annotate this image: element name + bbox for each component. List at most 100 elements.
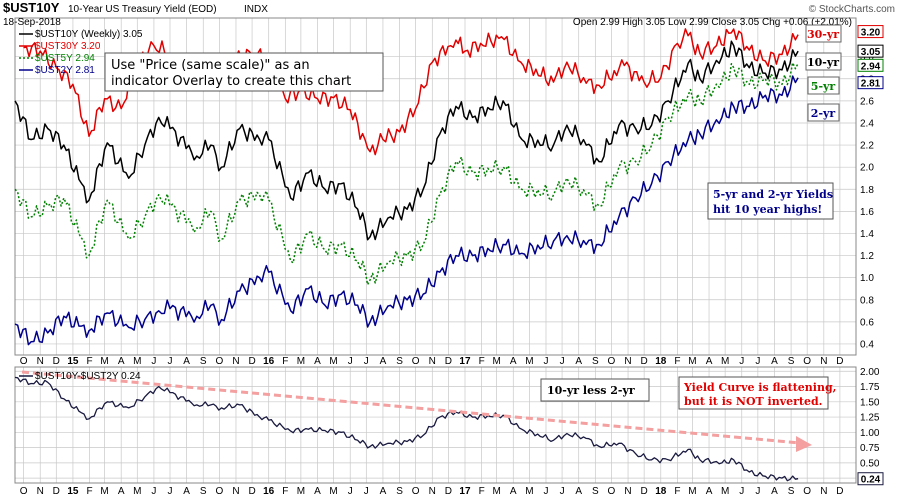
main-x-tick-label: D bbox=[445, 356, 452, 367]
series-tag-10y: 10-yr bbox=[805, 52, 842, 71]
main-x-tick-label: D bbox=[641, 356, 648, 367]
main-y-axis: 0.40.60.81.01.21.41.61.82.02.22.42.62.83… bbox=[860, 52, 874, 350]
spread-y-tick-label: 0.75 bbox=[860, 443, 880, 454]
spread-x-tick-label: A bbox=[314, 486, 321, 497]
spread-x-tick-label: O bbox=[412, 486, 420, 497]
spread-x-tick-label: D bbox=[445, 486, 452, 497]
spread-x-tick-label: M bbox=[100, 486, 108, 497]
ticker-symbol: $UST10Y bbox=[3, 0, 60, 15]
spread-y-tick-label: 1.75 bbox=[860, 382, 880, 393]
main-x-tick-label: J bbox=[168, 356, 173, 367]
legend-10y: $UST10Y (Weekly) 3.05 bbox=[35, 29, 143, 40]
spread-x-tick-label: M bbox=[721, 486, 729, 497]
spread-x-tick-label: D bbox=[53, 486, 60, 497]
main-x-tick-label: J bbox=[348, 356, 353, 367]
spread-x-tick-label: S bbox=[788, 486, 795, 497]
highs-note-line1: 5-yr and 2-yr Yields bbox=[713, 188, 833, 201]
flattening-note: Yield Curve is flattening, but it is NOT… bbox=[678, 376, 837, 410]
last-value-y2: 2.81 bbox=[861, 79, 881, 90]
main-x-tick-label: N bbox=[429, 356, 436, 367]
main-x-tick-label: S bbox=[592, 356, 599, 367]
main-x-tick-label: A bbox=[510, 356, 517, 367]
flattening-note-line1: Yield Curve is flattening, bbox=[683, 381, 837, 394]
spread-x-tick-label: J bbox=[739, 486, 744, 497]
main-x-tick-label: O bbox=[20, 356, 28, 367]
main-y-tick-label: 0.6 bbox=[860, 317, 874, 328]
spread-x-tick-label: M bbox=[297, 486, 305, 497]
spread-x-tick-label: M bbox=[133, 486, 141, 497]
last-value-spread: 0.24 bbox=[861, 475, 881, 486]
spread-x-tick-label: A bbox=[510, 486, 517, 497]
main-x-tick-label: O bbox=[215, 356, 223, 367]
main-x-tick-label: N bbox=[820, 356, 827, 367]
main-y-tick-label: 0.8 bbox=[860, 295, 874, 306]
main-x-tick-label: S bbox=[200, 356, 207, 367]
spread-x-tick-label: D bbox=[248, 486, 255, 497]
spread-y-axis: 0.250.500.751.001.251.501.752.00 bbox=[860, 367, 880, 485]
spread-x-tick-label: 15 bbox=[67, 486, 79, 497]
spread-x-tick-label: J bbox=[543, 486, 548, 497]
legend-spread: $UST10Y-$UST2Y 0.24 bbox=[35, 371, 141, 382]
spread-x-tick-label: J bbox=[364, 486, 369, 497]
legend-2y: $UST2Y 2.81 bbox=[35, 65, 95, 76]
main-y-tick-label: 1.2 bbox=[860, 251, 874, 262]
spread-x-tick-label: 16 bbox=[263, 486, 275, 497]
highs-note-line2: hit 10 year highs! bbox=[713, 203, 822, 216]
series-tag-5y: 5-yr bbox=[807, 76, 840, 95]
legend-5y: $UST5Y 2.94 bbox=[35, 53, 95, 64]
series-line-y2 bbox=[14, 75, 799, 346]
main-y-tick-label: 2.2 bbox=[860, 141, 874, 152]
main-x-tick-label: 15 bbox=[67, 356, 79, 367]
series-line-y5 bbox=[14, 62, 799, 286]
main-x-tick-label: A bbox=[575, 356, 582, 367]
last-value-labels: 3.20 3.05 2.94 2.81 0.24 bbox=[857, 25, 884, 486]
main-y-tick-label: 1.6 bbox=[860, 207, 874, 218]
last-value-y5: 2.94 bbox=[861, 61, 881, 72]
spread-x-tick-label: D bbox=[836, 486, 843, 497]
spread-note-text: 10-yr less 2-yr bbox=[547, 384, 635, 397]
main-x-tick-label: O bbox=[803, 356, 811, 367]
spread-x-tick-label: N bbox=[820, 486, 827, 497]
legend-30y: $UST30Y 3.20 bbox=[35, 41, 101, 52]
spread-x-tick-label: M bbox=[688, 486, 696, 497]
spread-x-tick-label: A bbox=[771, 486, 778, 497]
main-x-tick-label: A bbox=[314, 356, 321, 367]
main-x-tick-label: F bbox=[86, 356, 92, 367]
last-value-box-y5 bbox=[857, 58, 884, 72]
last-value-y10: 3.05 bbox=[861, 47, 881, 58]
svg-text:2-yr: 2-yr bbox=[811, 107, 836, 120]
watermark: © StockCharts.com bbox=[809, 4, 895, 15]
spread-x-tick-label: O bbox=[215, 486, 223, 497]
spread-x-tick-label: O bbox=[803, 486, 811, 497]
main-legend: $UST10Y (Weekly) 3.05 $UST30Y 3.20 $UST5… bbox=[19, 29, 143, 76]
highs-note: 5-yr and 2-yr Yields hit 10 year highs! bbox=[707, 182, 834, 220]
main-x-tick-label: M bbox=[688, 356, 696, 367]
spread-x-tick-label: S bbox=[396, 486, 403, 497]
ticker-description: 10-Year US Treasury Yield (EOD) bbox=[68, 4, 217, 15]
flattening-note-line2: but it is NOT inverted. bbox=[684, 395, 823, 408]
spread-x-tick-label: A bbox=[380, 486, 387, 497]
spread-x-tick-label: A bbox=[118, 486, 125, 497]
series-line-y10 bbox=[14, 40, 799, 241]
spread-x-tick-label: F bbox=[282, 486, 288, 497]
main-x-tick-label: D bbox=[836, 356, 843, 367]
main-x-tick-label: M bbox=[492, 356, 500, 367]
spread-x-tick-label: S bbox=[200, 486, 207, 497]
spread-x-tick-label: J bbox=[560, 486, 565, 497]
main-x-axis: O N D 15 F M A M J J A S O N D 16 F M A M J J A S O N D 17 F M A M J J A S O… bbox=[20, 356, 844, 367]
last-value-box-y2 bbox=[857, 76, 884, 90]
spread-x-tick-label: A bbox=[183, 486, 190, 497]
main-x-tick-label: D bbox=[53, 356, 60, 367]
spread-x-tick-label: N bbox=[429, 486, 436, 497]
spread-x-tick-label: M bbox=[525, 486, 533, 497]
spread-x-tick-label: 17 bbox=[459, 486, 471, 497]
main-x-tick-label: M bbox=[133, 356, 141, 367]
main-x-tick-label: N bbox=[624, 356, 631, 367]
main-series-lines bbox=[14, 28, 799, 346]
spread-x-tick-label: J bbox=[348, 486, 353, 497]
overlay-note-line1: Use "Price (same scale)" as an bbox=[111, 58, 310, 73]
main-y-tick-label: 3.0 bbox=[860, 52, 874, 63]
main-x-tick-label: O bbox=[608, 356, 616, 367]
main-x-tick-label: A bbox=[706, 356, 713, 367]
